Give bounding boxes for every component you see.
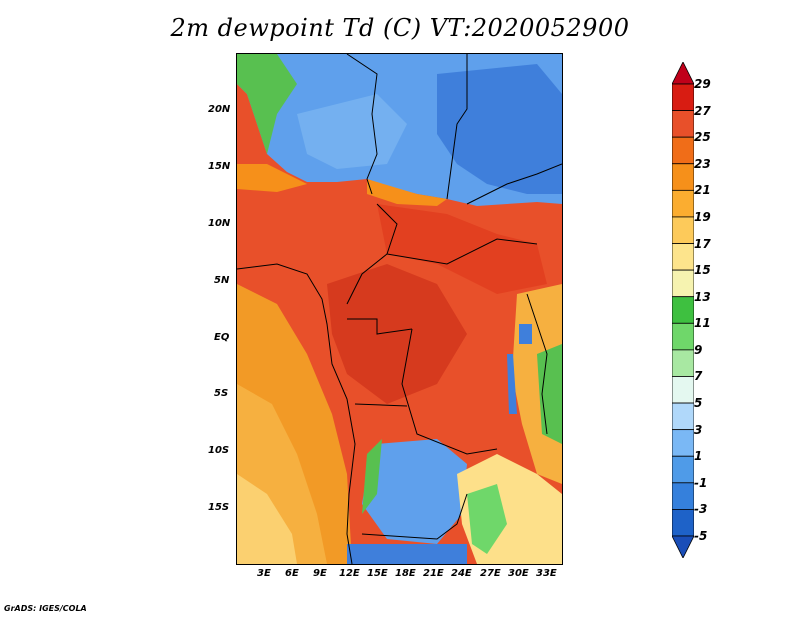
- colorbar-segment: [672, 429, 694, 457]
- colorbar-segment: [672, 509, 694, 537]
- lon-label-12e: 12E: [339, 568, 360, 579]
- south-green-west: [362, 439, 382, 514]
- lat-label-5s: 5S: [214, 388, 229, 399]
- dewpoint-map: [236, 53, 563, 565]
- coast-green: [237, 54, 297, 154]
- lat-label-5n: 5N: [214, 275, 230, 286]
- border-gabon: [347, 318, 413, 335]
- colorbar-tick-label: -1: [694, 475, 708, 490]
- colorbar-tick-label: -3: [694, 502, 708, 517]
- colorbar-tick-label: 5: [694, 396, 703, 411]
- boundaries: [237, 54, 562, 564]
- colorbar-tick-label: 11: [694, 316, 711, 331]
- border-drc: [401, 328, 498, 455]
- south-dark-blue: [347, 544, 467, 564]
- lat-label-20n: 20N: [208, 104, 231, 115]
- colorbar-tick-label: 9: [694, 342, 703, 357]
- lat-label-10s: 10S: [208, 445, 230, 456]
- lat-label-15s: 15S: [208, 502, 230, 513]
- lon-label-9e: 9E: [313, 568, 327, 579]
- west-coastline: [237, 263, 356, 564]
- colorbar-top-triangle: [672, 62, 694, 85]
- congo-deep-red: [327, 264, 467, 404]
- colorbar-tick-label: 1: [694, 449, 703, 464]
- colorbar-segment: [672, 376, 694, 404]
- colorbar-segment: [672, 482, 694, 510]
- colorbar-segment: [672, 296, 694, 324]
- colorbar-tick-label: 29: [694, 77, 711, 91]
- sahel-orange-2: [367, 179, 447, 206]
- south-blue: [362, 439, 467, 544]
- lat-label-eq: EQ: [214, 332, 230, 343]
- colorbar-bottom-triangle: [672, 535, 694, 558]
- lon-label-24e: 24E: [451, 568, 472, 579]
- border-namibia: [361, 493, 468, 540]
- grads-credit: GrADS: IGES/COLA: [4, 604, 87, 613]
- sahara-light-blue: [297, 94, 407, 169]
- colorbar-segment: [672, 243, 694, 271]
- colorbar-segment: [672, 216, 694, 244]
- colorbar-tick-label: 15: [694, 263, 711, 278]
- lat-label-15n: 15N: [208, 161, 231, 172]
- map-canvas: [237, 54, 562, 564]
- colorbar-tick-label: 3: [694, 422, 703, 437]
- border-car: [386, 238, 538, 265]
- lake-tanganyika: [507, 354, 517, 414]
- border-chad-sudan: [446, 54, 468, 200]
- colorbar-segment: [672, 402, 694, 431]
- border-angola-north: [354, 403, 408, 407]
- sahara-dark-blue: [437, 64, 562, 194]
- colorbar-segment: [672, 455, 694, 484]
- colorbar-tick-label: 25: [694, 130, 711, 145]
- lon-label-15e: 15E: [367, 568, 388, 579]
- east-green: [537, 344, 562, 444]
- border-sudan: [466, 163, 562, 205]
- lon-label-30e: 30E: [508, 568, 529, 579]
- colorbar-segment: [672, 349, 694, 377]
- colorbar-segment: [672, 83, 694, 111]
- sahel-orange: [237, 164, 307, 192]
- lon-label-21e: 21E: [423, 568, 444, 579]
- colorbar-tick-label: 21: [694, 183, 711, 198]
- colorbar-segment: [672, 110, 694, 138]
- colorbar-segment: [672, 163, 694, 191]
- colorbar-segment: [672, 269, 694, 298]
- colorbar: [672, 62, 694, 558]
- south-green-east: [467, 484, 507, 554]
- border-niger-chad: [346, 54, 378, 195]
- lon-label-33e: 33E: [536, 568, 557, 579]
- colorbar-tick-label: 23: [694, 156, 711, 171]
- lon-label-3e: 3E: [257, 568, 271, 579]
- colorbar-segment: [672, 189, 694, 218]
- lon-label-6e: 6E: [285, 568, 299, 579]
- lake-victoria: [519, 324, 532, 344]
- lon-label-27e: 27E: [480, 568, 501, 579]
- colorbar-tick-label: 17: [694, 236, 711, 251]
- lon-label-18e: 18E: [395, 568, 416, 579]
- colorbar-segment: [672, 322, 694, 351]
- lat-label-10n: 10N: [208, 218, 231, 229]
- colorbar-tick-label: 7: [694, 369, 703, 384]
- colorbar-tick-label: 13: [694, 289, 711, 304]
- border-east: [526, 293, 548, 435]
- colorbar-tick-label: -5: [694, 529, 708, 543]
- map-title: 2m dewpoint Td (C) VT:2020052900: [170, 14, 630, 42]
- colorbar-segment: [672, 136, 694, 165]
- atlantic-pale: [237, 474, 297, 564]
- colorbar-tick-label: 19: [694, 209, 711, 224]
- colorbar-tick-label: 27: [694, 103, 711, 118]
- central-red: [377, 204, 547, 294]
